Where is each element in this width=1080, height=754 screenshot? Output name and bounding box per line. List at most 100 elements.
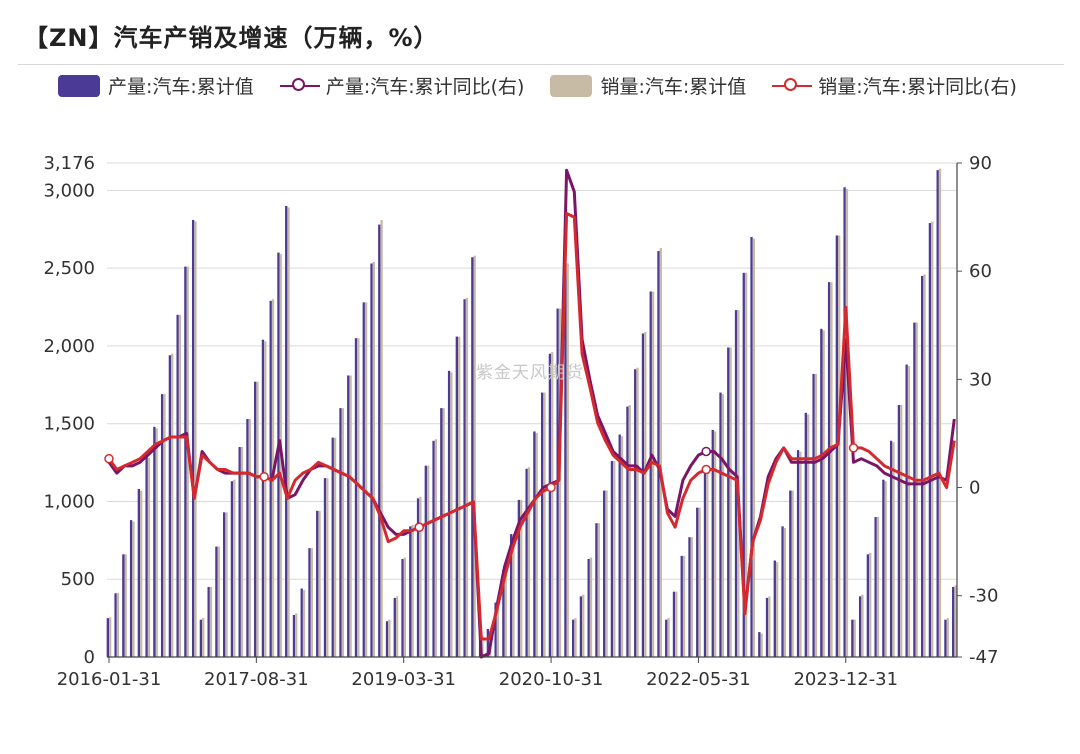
bar-sales (675, 591, 678, 657)
bar-sales (287, 207, 290, 657)
bar-sales (659, 247, 662, 657)
bar-production (254, 381, 257, 657)
bar-sales (605, 490, 608, 657)
title-divider (18, 64, 1064, 65)
bar-production (952, 587, 955, 657)
legend-item-sales-yoy[interactable]: 销量:汽车:累计同比(右) (772, 72, 1017, 99)
bar-production (564, 265, 567, 657)
bar-production (347, 375, 350, 657)
bar-production (176, 314, 179, 657)
bar-sales (419, 496, 422, 657)
bar-production (316, 510, 319, 657)
bar-production (665, 619, 668, 657)
bar-production (758, 632, 761, 657)
bar-production (634, 369, 637, 657)
line-markers (104, 443, 859, 532)
bar-sales (690, 537, 693, 657)
bar-production (432, 440, 435, 657)
bar-sales (109, 617, 112, 657)
y-right-tick-label: 90 (969, 153, 992, 174)
x-tick-label: 2022-05-31 (646, 669, 751, 690)
bar-production (184, 266, 187, 657)
bar-sales (411, 524, 414, 657)
bar-sales (744, 272, 748, 657)
bar-sales (178, 314, 182, 657)
bar-sales (326, 478, 329, 657)
bar-production (106, 618, 109, 657)
bar-production (207, 587, 210, 657)
bar-sales (395, 596, 399, 657)
bar-sales (613, 461, 616, 657)
bar-production (285, 205, 288, 657)
y-left-tick-label: 500 (61, 569, 95, 590)
bar-production (548, 353, 552, 657)
bar-production (509, 534, 513, 657)
legend-item-sales-cumulative[interactable]: 销量:汽车:累计值 (550, 72, 746, 99)
bar-sales (388, 619, 391, 657)
bar-production (603, 490, 606, 657)
bar-sales (202, 618, 205, 657)
bar-production (378, 224, 381, 657)
bar-sales (830, 282, 833, 657)
bar-sales (527, 467, 531, 657)
bar-production (750, 237, 753, 657)
bar-sales (209, 587, 213, 657)
bar-production (696, 507, 699, 657)
bar-production (672, 591, 676, 657)
bar-production (618, 434, 621, 657)
bar-sales (302, 590, 306, 657)
bar-production (727, 347, 730, 657)
bar-production (905, 364, 908, 657)
bar-production (308, 548, 311, 657)
chart-title: 【ZN】汽车产销及增速（万辆，%） (24, 24, 439, 52)
legend-item-production-yoy[interactable]: 产量:汽车:累计同比(右) (279, 72, 524, 99)
bar-production (277, 252, 280, 658)
line-marker (104, 453, 114, 464)
bar-production (300, 588, 303, 657)
bar-sales (520, 499, 523, 657)
bar-production (897, 405, 901, 657)
bar-production (719, 392, 722, 657)
bar-sales (838, 235, 841, 657)
bar-production (160, 394, 164, 657)
bar-production (370, 263, 373, 657)
bar-production (129, 520, 133, 657)
chart-legend: 产量:汽车:累计值 产量:汽车:累计同比(右) 销量:汽车:累计值 销量:汽车:… (58, 72, 1043, 99)
legend-item-production-cumulative[interactable]: 产量:汽车:累计值 (58, 72, 254, 99)
bar-production (804, 412, 807, 657)
bar-production (820, 328, 823, 657)
bar-production (688, 537, 691, 657)
bar-sales (225, 512, 228, 657)
bar-production (401, 559, 404, 657)
bar-sales (791, 490, 794, 657)
bar-sales (566, 263, 569, 657)
bar-production (525, 468, 528, 657)
bar-sales (900, 405, 903, 657)
bar-sales (752, 238, 756, 657)
bar-sales (644, 331, 647, 657)
bar-sales (768, 596, 771, 657)
bar-sales (333, 437, 337, 657)
bar-production (812, 373, 815, 657)
y-right-tick-label: 60 (969, 261, 992, 282)
bar-sales (147, 457, 151, 657)
bar-production (913, 322, 916, 657)
bar-production (331, 437, 334, 657)
bar-sales (775, 562, 779, 657)
bar-sales (372, 261, 376, 657)
bar-production (122, 554, 125, 657)
bar-production (874, 517, 877, 657)
bar-sales (310, 548, 313, 657)
bar-sales (931, 221, 934, 657)
legend-swatch-sales-line (772, 75, 813, 97)
bar-sales (295, 613, 298, 657)
bar-production (858, 596, 862, 657)
bar-production (246, 419, 249, 657)
bar-sales (217, 546, 220, 657)
bar-sales (799, 451, 802, 657)
legend-swatch-production-line (279, 75, 320, 97)
yoy-lines (107, 168, 956, 659)
bar-production (168, 355, 172, 657)
bar-sales (861, 594, 864, 657)
bar-production (540, 392, 544, 657)
